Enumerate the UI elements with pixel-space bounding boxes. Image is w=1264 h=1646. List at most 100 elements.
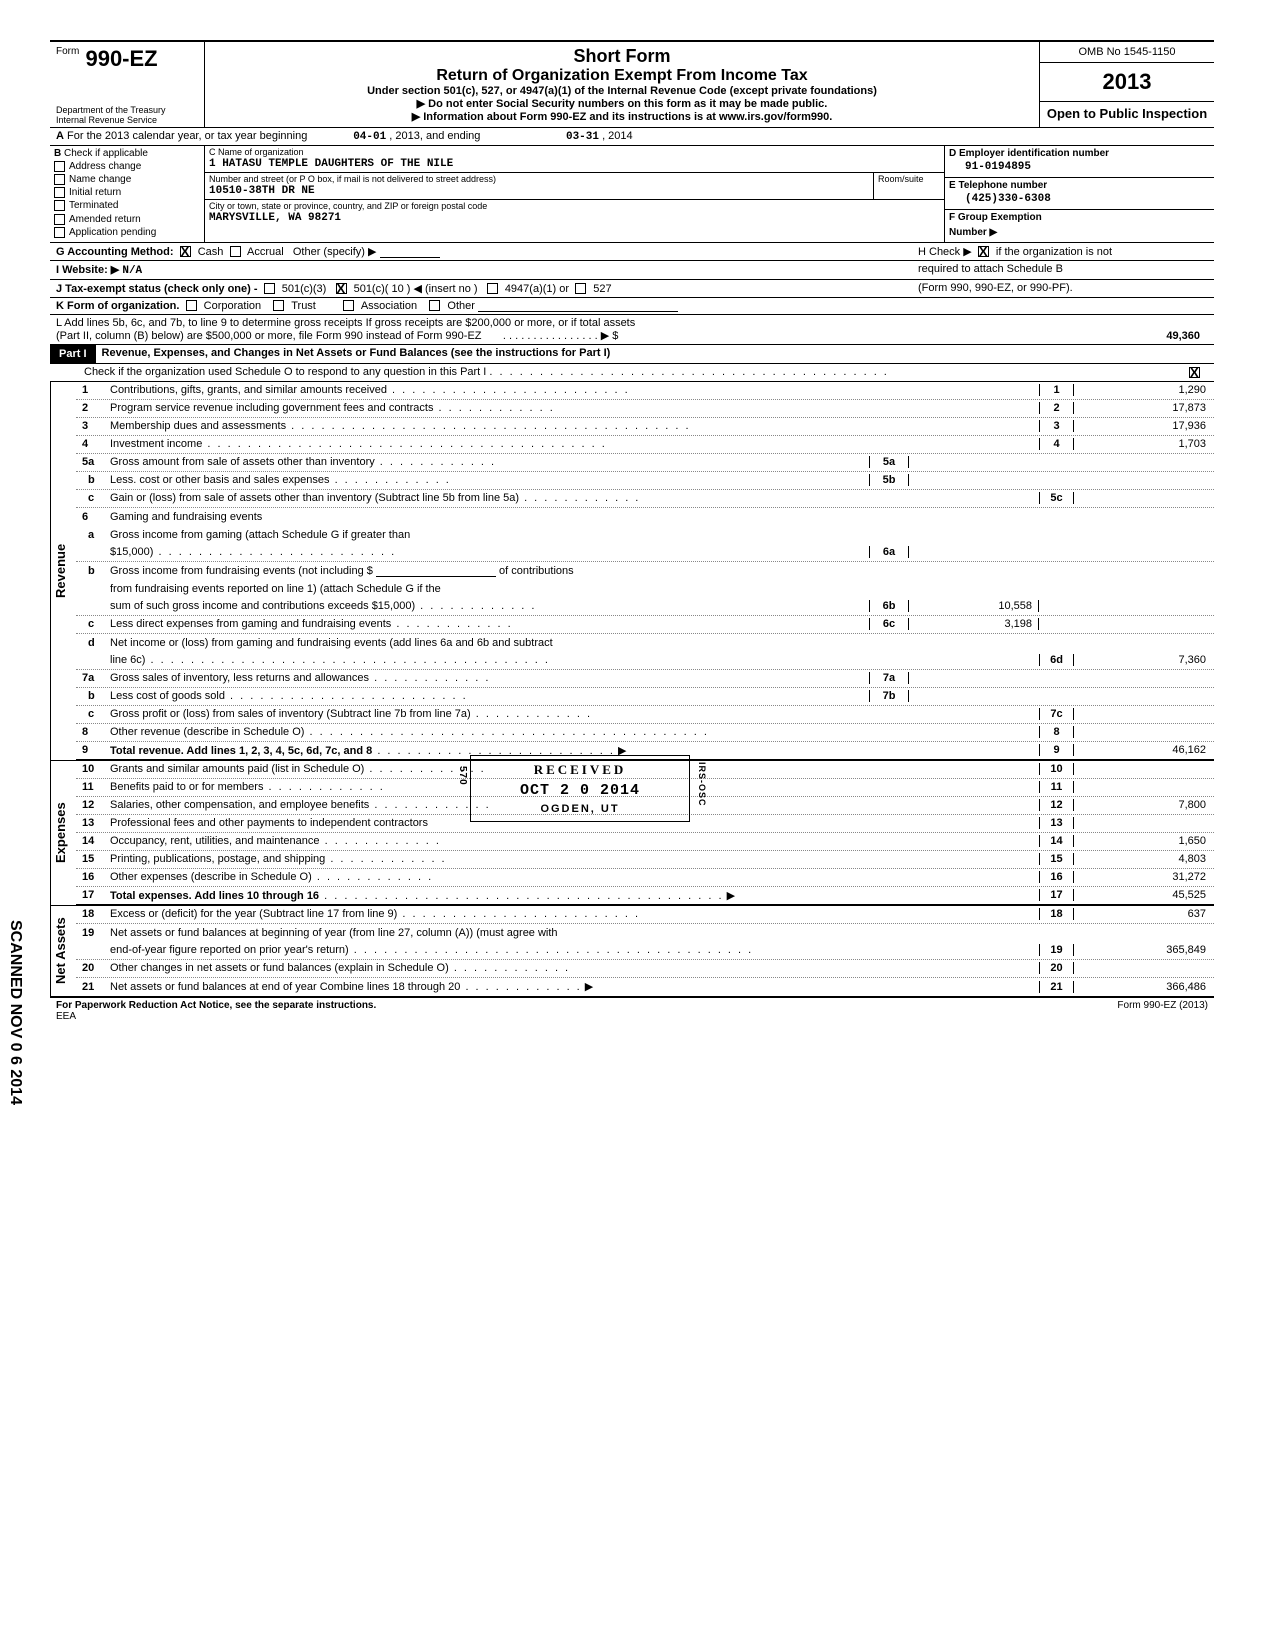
l12-desc: Salaries, other compensation, and employ… (110, 799, 369, 811)
tax-year: 2013 (1040, 63, 1214, 102)
l15-rv: 4,803 (1074, 853, 1214, 865)
org-name: 1 HATASU TEMPLE DAUGHTERS OF THE NILE (205, 158, 944, 172)
l7a-desc: Gross sales of inventory, less returns a… (110, 672, 369, 684)
l6b-desc3: from fundraising events reported on line… (106, 582, 1039, 596)
section-a-text: For the 2013 calendar year, or tax year … (67, 130, 307, 142)
l6a-mn: 6a (869, 546, 909, 558)
city-label: City or town, state or province, country… (205, 200, 944, 212)
l17-rn: 17 (1039, 889, 1074, 901)
dept-irs: Internal Revenue Service (56, 115, 166, 125)
other-blank[interactable] (380, 246, 440, 258)
l6-num: 6 (76, 511, 106, 523)
stamp-side-left: 570 (457, 766, 468, 786)
l-dots: . . . . . . . . . . . . . . . . ▶ $ (503, 330, 618, 342)
l5a-mn: 5a (869, 456, 909, 468)
l7c-desc: Gross profit or (loss) from sales of inv… (110, 708, 471, 720)
l9-rv: 46,162 (1074, 744, 1214, 756)
footer-right: Form 990-EZ (2013) (1117, 1000, 1208, 1022)
l5a-num: 5a (76, 456, 106, 468)
l1-rv: 1,290 (1074, 384, 1214, 396)
a1-label: 4947(a)(1) or (505, 283, 569, 295)
l18-num: 18 (76, 908, 106, 920)
check-assoc[interactable] (343, 300, 354, 311)
check-name-label: Name change (69, 174, 131, 185)
footer-eea: EEA (56, 1011, 76, 1022)
cash-label: Cash (198, 246, 224, 258)
check-address[interactable] (54, 161, 65, 172)
received-loc: OGDEN, UT (481, 803, 679, 815)
block-b-label: Check if applicable (64, 148, 148, 159)
under-section: Under section 501(c), 527, or 4947(a)(1)… (215, 85, 1029, 97)
check-amended[interactable] (54, 214, 65, 225)
l19-num: 19 (76, 927, 106, 939)
527-label: 527 (593, 283, 611, 295)
donot-line: ▶ Do not enter Social Security numbers o… (215, 97, 1029, 110)
l-text2: (Part II, column (B) below) are $500,000… (56, 330, 482, 342)
check-address-label: Address change (69, 161, 141, 172)
l4-desc: Investment income (110, 438, 202, 450)
l2-desc: Program service revenue including govern… (110, 402, 433, 414)
check-pending-label: Application pending (69, 227, 156, 238)
l6b-desc4: sum of such gross income and contributio… (110, 600, 415, 612)
check-4947[interactable] (487, 283, 498, 294)
l6a-desc2: $15,000) (110, 546, 153, 558)
l4-rv: 1,703 (1074, 438, 1214, 450)
l3-num: 3 (76, 420, 106, 432)
part1-check: Check if the organization used Schedule … (84, 366, 486, 378)
end-date: 03-31 (566, 131, 599, 143)
l21-desc: Net assets or fund balances at end of ye… (110, 981, 460, 993)
check-501c3[interactable] (264, 283, 275, 294)
footer-left: For Paperwork Reduction Act Notice, see … (56, 1000, 376, 1011)
check-accrual[interactable] (230, 246, 241, 257)
l19-desc2: end-of-year figure reported on prior yea… (110, 944, 349, 956)
omb-number: OMB No 1545-1150 (1040, 42, 1214, 63)
l6c-num: c (76, 618, 106, 630)
l5c-rn: 5c (1039, 492, 1074, 504)
check-pending[interactable] (54, 227, 65, 238)
form-number-text: 990-EZ (85, 46, 157, 71)
g-label: G Accounting Method: (56, 246, 174, 258)
l6b-blank[interactable] (376, 565, 496, 577)
footer: For Paperwork Reduction Act Notice, see … (50, 998, 1214, 1024)
ein-label: D Employer identification number (945, 146, 1214, 161)
check-terminated[interactable] (54, 200, 65, 211)
check-other-org[interactable] (429, 300, 440, 311)
section-a: A For the 2013 calendar year, or tax yea… (50, 128, 1214, 146)
l16-rn: 16 (1039, 871, 1074, 883)
l-val: 49,360 (1068, 330, 1208, 342)
check-527[interactable] (575, 283, 586, 294)
form-990ez: Form 990-EZ Department of the Treasury I… (50, 40, 1214, 1024)
check-trust[interactable] (273, 300, 284, 311)
l6b-mn: 6b (869, 600, 909, 612)
l6d-rv: 7,360 (1074, 654, 1214, 666)
check-cash[interactable] (180, 246, 191, 257)
l11-desc: Benefits paid to or for members (110, 781, 263, 793)
h-label: H Check ▶ (918, 246, 972, 258)
l18-rv: 637 (1074, 908, 1214, 920)
bcd-row: B Check if applicable Address change Nam… (50, 146, 1214, 243)
corp-label: Corporation (204, 300, 261, 312)
l8-desc: Other revenue (describe in Schedule O) (110, 726, 304, 738)
i-label: I Website: ▶ (56, 264, 119, 276)
l6b-desc2: of contributions (499, 565, 574, 577)
check-corp[interactable] (186, 300, 197, 311)
l1-desc: Contributions, gifts, grants, and simila… (110, 384, 387, 396)
other-org-blank[interactable] (478, 300, 678, 312)
l9-num: 9 (76, 744, 106, 756)
l6a-desc: Gross income from gaming (attach Schedul… (106, 528, 1039, 542)
section-a-mid: , 2013, and ending (389, 130, 480, 142)
check-schedule-o[interactable] (1189, 367, 1200, 378)
l5a-desc: Gross amount from sale of assets other t… (110, 456, 375, 468)
l17-num: 17 (76, 889, 106, 901)
check-501c[interactable] (336, 283, 347, 294)
l16-num: 16 (76, 871, 106, 883)
website: N/A (122, 265, 142, 277)
l6b-num: b (76, 565, 106, 577)
check-initial[interactable] (54, 187, 65, 198)
check-h[interactable] (978, 246, 989, 257)
tel-label: E Telephone number (945, 178, 1214, 193)
check-name[interactable] (54, 174, 65, 185)
check-initial-label: Initial return (69, 187, 121, 198)
l11-num: 11 (76, 781, 106, 793)
l7c-rn: 7c (1039, 708, 1074, 720)
